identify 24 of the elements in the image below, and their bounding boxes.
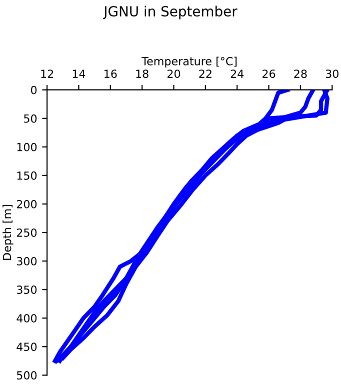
y-tick-label: 400 (16, 314, 37, 322)
x-tick-label: 30 (326, 70, 338, 78)
y-axis-title: Depth [m] (2, 205, 14, 260)
y-tick-label: 350 (16, 286, 37, 294)
y-tick-label: 200 (16, 200, 37, 208)
x-tick-label: 16 (104, 70, 117, 78)
x-tick-label: 24 (230, 70, 244, 78)
x-axis-title: Temperature [°C] (142, 56, 237, 68)
y-tick-label: 250 (16, 228, 37, 237)
x-tick-label: 12 (41, 70, 54, 78)
y-tick-label: 100 (17, 142, 37, 152)
y-tick-label: 500 (16, 371, 37, 380)
x-tick-label: 20 (168, 70, 180, 78)
y-tick-label: 0 (31, 86, 37, 94)
y-tick-label: 50 (24, 114, 37, 123)
x-tick-label: 22 (199, 70, 212, 78)
x-tick-label: 14 (72, 70, 86, 78)
y-tick-label: 300 (16, 257, 37, 266)
y-tick-label: 450 (16, 342, 37, 352)
x-tick-label: 26 (262, 70, 276, 78)
y-tick-label: 150 (17, 171, 37, 180)
x-tick-label: 18 (136, 70, 148, 78)
x-tick-label: 28 (294, 70, 307, 78)
chart-title: JGNU in September (102, 6, 238, 20)
